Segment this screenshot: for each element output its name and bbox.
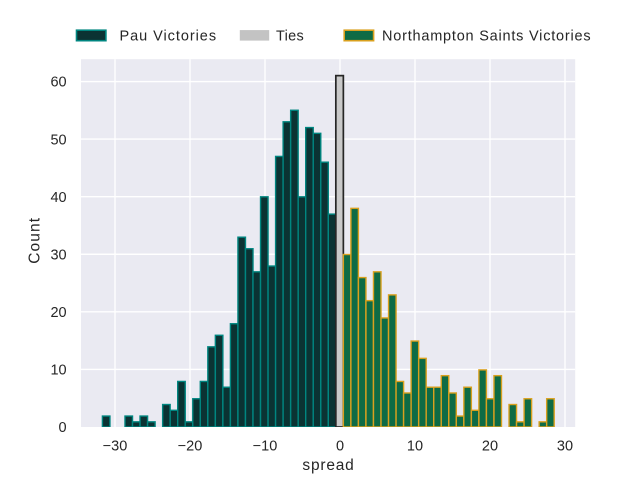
- svg-text:60: 60: [50, 75, 66, 91]
- svg-text:−10: −10: [253, 439, 278, 455]
- svg-text:20: 20: [482, 439, 498, 455]
- svg-text:Pau Victories: Pau Victories: [120, 29, 218, 45]
- svg-text:Count: Count: [26, 217, 43, 264]
- svg-text:10: 10: [50, 363, 66, 379]
- svg-text:spread: spread: [302, 457, 354, 474]
- svg-text:Northampton Saints Victories: Northampton Saints Victories: [382, 29, 591, 45]
- svg-text:0: 0: [59, 420, 67, 436]
- svg-text:20: 20: [50, 305, 66, 321]
- svg-text:40: 40: [50, 190, 66, 206]
- svg-text:30: 30: [557, 439, 573, 455]
- svg-text:10: 10: [407, 439, 423, 455]
- svg-text:30: 30: [50, 247, 66, 263]
- svg-text:0: 0: [336, 439, 344, 455]
- svg-text:Ties: Ties: [276, 29, 304, 45]
- svg-text:−30: −30: [103, 439, 128, 455]
- svg-text:−20: −20: [178, 439, 203, 455]
- svg-text:50: 50: [50, 132, 66, 148]
